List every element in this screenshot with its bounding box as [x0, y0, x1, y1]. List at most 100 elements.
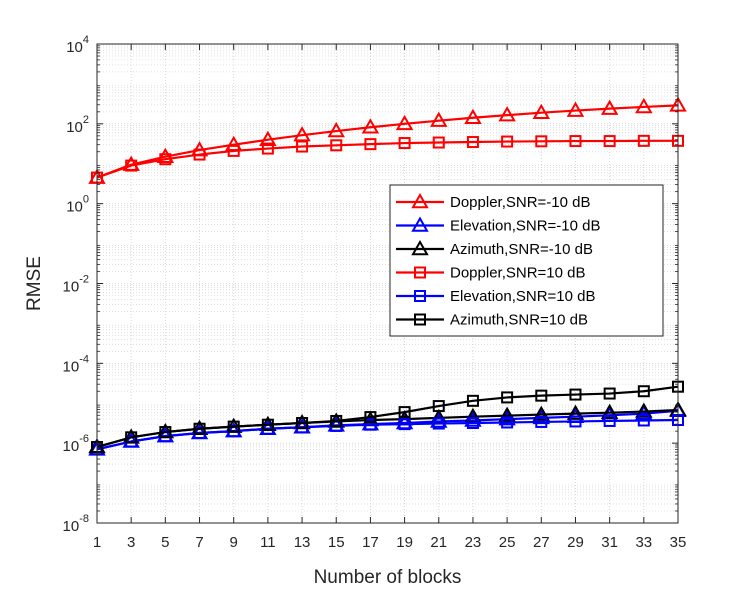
- legend-label: Azimuth,SNR=-10 dB: [450, 241, 593, 258]
- data-point: [569, 135, 582, 148]
- x-tick-label: 21: [430, 534, 447, 551]
- data-point: [432, 400, 445, 413]
- y-tick-label: 10-6: [63, 433, 89, 455]
- data-point: [361, 118, 380, 134]
- legend-label: Elevation,SNR=-10 dB: [450, 218, 601, 235]
- data-point: [532, 405, 551, 421]
- data-point: [293, 126, 311, 142]
- data-point: [466, 394, 479, 407]
- data-point: [156, 147, 175, 163]
- data-point: [398, 406, 411, 419]
- x-tick-label: 15: [328, 534, 345, 551]
- data-point: [398, 418, 411, 431]
- data-point: [535, 389, 548, 402]
- legend-label: Azimuth,SNR=10 dB: [450, 312, 588, 329]
- data-point: [193, 148, 206, 161]
- data-point: [600, 99, 619, 115]
- x-tick-label: 31: [601, 534, 618, 551]
- data-point: [501, 135, 514, 148]
- legend-marker: [414, 313, 426, 326]
- data-point: [600, 403, 619, 419]
- data-point: [125, 431, 138, 444]
- data-point: [635, 402, 653, 418]
- series-3: [91, 134, 684, 184]
- data-point: [430, 412, 448, 428]
- x-tick-label: 35: [670, 534, 687, 551]
- data-point: [637, 385, 650, 398]
- data-point: [566, 101, 585, 117]
- data-point: [364, 418, 377, 431]
- data-point: [501, 416, 514, 429]
- x-tick-labels: 1 3 5 7 9 11 13 15 17 19 21 23 25 27 29 31 33 35: [93, 534, 687, 551]
- legend-item: Elevation,SNR=10 dB: [396, 288, 596, 305]
- data-point: [501, 391, 514, 404]
- x-tick-label: 23: [465, 534, 482, 551]
- axis-ticks: [96, 43, 679, 524]
- x-tick-label: 5: [161, 534, 169, 551]
- legend-item: Doppler,SNR=-10 dB: [396, 192, 591, 211]
- data-point: [432, 136, 445, 149]
- legend-marker: [411, 216, 429, 232]
- series-layer: [88, 96, 687, 456]
- legend-box: [389, 184, 664, 337]
- x-tick-label: 27: [533, 534, 550, 551]
- data-point: [227, 420, 240, 433]
- data-point: [193, 422, 206, 435]
- legend-marker: [414, 290, 426, 302]
- y-tick-label: 102: [66, 114, 89, 136]
- y-tick-label: 10-2: [63, 274, 89, 296]
- data-point: [330, 139, 343, 152]
- data-point: [296, 140, 309, 153]
- data-point: [159, 426, 172, 439]
- x-tick-label: 25: [499, 534, 516, 551]
- data-point: [464, 108, 482, 125]
- data-point: [637, 414, 650, 427]
- x-tick-label: 11: [260, 534, 276, 551]
- data-point: [432, 417, 445, 430]
- legend-item: Doppler,SNR=10 dB: [396, 265, 586, 282]
- data-point: [635, 97, 653, 114]
- data-point: [569, 415, 582, 428]
- data-point: [466, 136, 479, 149]
- data-point: [603, 387, 616, 400]
- data-point: [532, 103, 551, 119]
- x-tick-label: 19: [396, 534, 413, 551]
- legend-item: Azimuth,SNR=10 dB: [396, 312, 588, 329]
- y-tick-labels: 10-8 10-6 10-4 10-2 100 102 104: [63, 34, 89, 535]
- data-point: [327, 122, 345, 138]
- data-point: [566, 404, 585, 420]
- data-point: [227, 144, 240, 157]
- data-point: [535, 415, 548, 428]
- x-tick-label: 29: [567, 534, 584, 551]
- data-point: [637, 134, 650, 147]
- data-point: [330, 414, 343, 427]
- data-point: [125, 159, 138, 172]
- x-tick-label: 7: [195, 534, 203, 551]
- y-tick-label: 10-8: [63, 513, 89, 535]
- data-point: [498, 406, 516, 422]
- data-point: [569, 388, 582, 401]
- legend-marker: [411, 192, 429, 209]
- data-point: [261, 418, 274, 431]
- data-point: [603, 135, 616, 148]
- y-tick-label: 100: [66, 194, 89, 216]
- legend-item: Elevation,SNR=-10 dB: [396, 216, 601, 235]
- legend: Doppler,SNR=-10 dB Elevation,SNR=-10 dB Az…: [389, 184, 664, 337]
- data-point: [430, 111, 448, 127]
- legend-item: Azimuth,SNR=-10 dB: [396, 239, 593, 258]
- data-point: [466, 417, 479, 430]
- y-axis-label: RMSE: [24, 256, 45, 311]
- legend-marker: [411, 239, 429, 256]
- x-tick-label: 9: [230, 534, 238, 551]
- data-point: [364, 138, 377, 151]
- data-point: [296, 417, 309, 430]
- y-tick-label: 104: [66, 34, 89, 56]
- data-point: [261, 142, 274, 155]
- x-tick-label: 17: [362, 534, 379, 551]
- x-axis-label: Number of blocks: [314, 567, 462, 588]
- data-point: [159, 153, 172, 166]
- legend-label: Doppler,SNR=-10 dB: [450, 194, 591, 211]
- x-tick-label: 13: [294, 534, 311, 551]
- y-tick-label: 10-4: [63, 353, 89, 375]
